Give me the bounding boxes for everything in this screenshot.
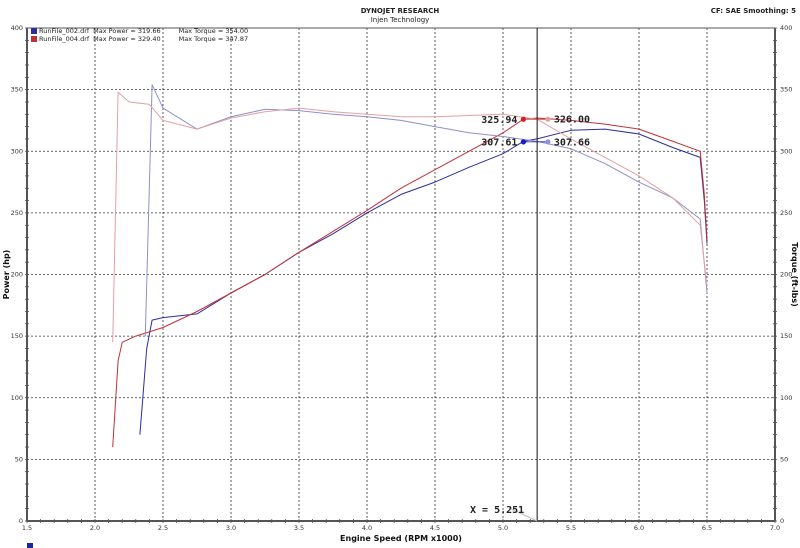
correction-factor: CF: SAE Smoothing: 5	[710, 7, 796, 15]
y2-tick-label: 150	[780, 332, 792, 340]
marker-dot	[520, 139, 527, 145]
x-tick-label: 1.5	[22, 524, 32, 532]
x-tick-label: 5.0	[498, 524, 508, 532]
x-tick-label: 6.0	[634, 524, 644, 532]
y-axis-label: Power (hp)	[2, 250, 11, 300]
cursor-readout: X = 5.251	[470, 505, 525, 516]
y-tick-label: 50	[15, 455, 23, 463]
x-tick-label: 7.0	[770, 524, 780, 532]
chart-subtitle: Injen Technology	[370, 16, 430, 24]
legend-item-run002[interactable]: RunFile_002.drf Max Power = 319.66 Max T…	[31, 27, 248, 35]
y2-tick-label: 200	[780, 271, 792, 279]
cursor-leader	[508, 507, 538, 522]
legend-swatch-blue	[31, 28, 37, 34]
y-tick-label: 200	[11, 271, 23, 279]
marker-dot	[520, 116, 527, 122]
x-tick-label: 3.0	[226, 524, 236, 532]
x-axis-label: Engine Speed (RPM x1000)	[340, 534, 462, 543]
series-line	[112, 117, 708, 448]
x-tick-label: 4.0	[362, 524, 372, 532]
x-tick-label: 5.5	[566, 524, 576, 532]
legend-max-power: Max Power = 329.40	[93, 35, 161, 43]
legend-max-torque: Max Torque = 347.87	[178, 35, 249, 43]
legend-run-name: RunFile_002.drf	[39, 27, 90, 35]
marker-value-label: 307.66	[554, 137, 590, 148]
y2-tick-label: 0	[780, 517, 784, 525]
y2-tick-label: 50	[780, 455, 788, 463]
y-tick-label: 350	[11, 86, 23, 94]
y-tick-label: 100	[11, 394, 23, 402]
legend-item-run004[interactable]: RunFile_004.drf Max Power = 329.40 Max T…	[31, 35, 248, 43]
chart-title: DYNOJET RESEARCH	[360, 7, 440, 15]
y2-tick-label: 250	[780, 209, 792, 217]
x-tick-label: 3.5	[294, 524, 304, 532]
y2-axis-label: Torque (ft-lbs)	[790, 242, 799, 307]
footer-swatch	[27, 543, 33, 548]
legend-run-name: RunFile_004.drf	[39, 35, 90, 43]
x-tick-label: 4.5	[430, 524, 440, 532]
x-tick-label: 2.5	[158, 524, 168, 532]
series-line	[139, 128, 708, 435]
x-tick-label: 6.5	[702, 524, 712, 532]
legend-max-torque: Max Torque = 354.00	[178, 27, 249, 35]
y2-tick-label: 100	[780, 394, 792, 402]
marker-value-label: 326.00	[554, 115, 590, 126]
y-tick-label: 400	[11, 24, 23, 32]
x-tick-label: 2.0	[90, 524, 100, 532]
y-tick-label: 150	[11, 332, 23, 340]
y2-tick-label: 300	[780, 147, 792, 155]
y2-tick-label: 400	[780, 24, 792, 32]
legend: RunFile_002.drf Max Power = 319.66 Max T…	[31, 27, 248, 43]
y-tick-label: 250	[11, 209, 23, 217]
legend-swatch-red	[31, 36, 37, 42]
series-line	[144, 84, 708, 337]
series-line	[112, 91, 708, 343]
marker-value-label: 307.61	[481, 137, 517, 148]
y-tick-label: 0	[19, 517, 23, 525]
marker-value-label: 325.94	[481, 115, 517, 126]
y-tick-label: 300	[11, 147, 23, 155]
y2-tick-label: 350	[780, 86, 792, 94]
marker-dot	[545, 139, 551, 145]
legend-max-power: Max Power = 319.66	[93, 27, 161, 35]
marker-dot	[545, 116, 551, 122]
